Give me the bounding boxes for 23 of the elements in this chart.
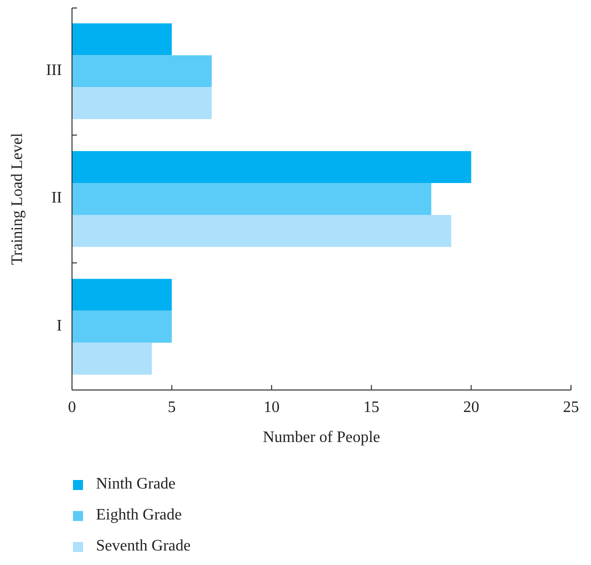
bar [72, 342, 152, 375]
x-tick-label: 5 [168, 399, 176, 416]
bar [72, 214, 452, 247]
x-tick-label: 20 [463, 399, 480, 416]
y-tick-label: I [56, 317, 62, 334]
bar [72, 183, 432, 215]
x-tick-label: 10 [264, 399, 280, 416]
bar [72, 310, 172, 343]
bar [72, 151, 472, 184]
x-tick-label: 25 [563, 399, 579, 416]
y-tick-label: III [46, 62, 62, 79]
x-axis-title: Number of People [262, 429, 380, 446]
legend-label: Ninth Grade [96, 476, 176, 493]
legend-label: Seventh Grade [96, 538, 191, 555]
legend-label: Eighth Grade [96, 506, 182, 524]
bar [72, 23, 172, 56]
y-axis-title: Training Load Level [9, 132, 26, 265]
bar [72, 55, 212, 88]
bar [72, 278, 172, 311]
x-tick-label: 15 [363, 399, 380, 416]
x-tick-label: 0 [68, 399, 76, 416]
y-tick-label: II [51, 190, 62, 207]
bar [72, 87, 212, 120]
